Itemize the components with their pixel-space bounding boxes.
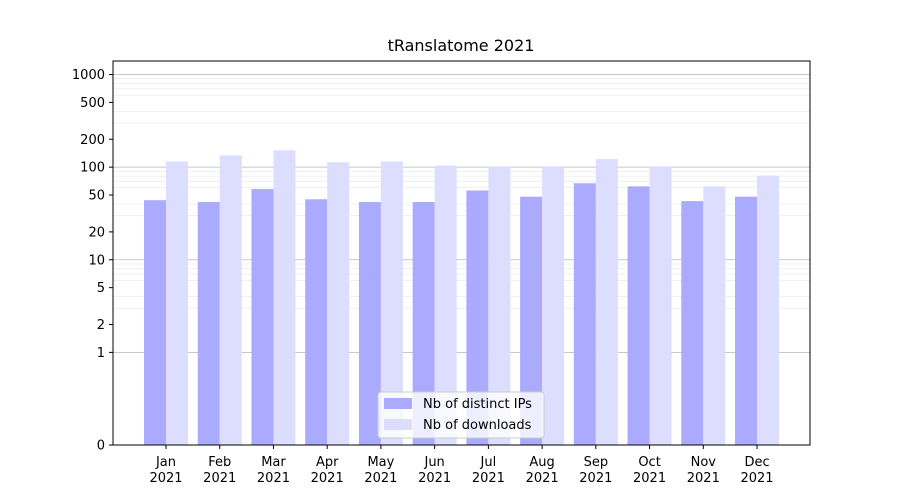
x-tick-label-year: 2021 — [687, 471, 720, 486]
x-tick-label-month: Mar — [261, 455, 286, 470]
bar-downloads — [380, 161, 403, 445]
x-tick-label-month: Jul — [480, 455, 497, 470]
y-tick-label: 5 — [97, 281, 105, 296]
bar-ips — [412, 202, 435, 445]
x-tick-label-year: 2021 — [203, 471, 236, 486]
x-tick-label-year: 2021 — [579, 471, 612, 486]
bar-downloads — [757, 175, 780, 445]
y-tick-label: 20 — [88, 225, 105, 240]
y-tick-label: 50 — [88, 189, 105, 204]
y-tick-label: 1000 — [72, 68, 105, 83]
bar-ips — [144, 200, 166, 445]
y-axis: 0 1 2 5 10 20 50 100 200 500 1000 — [72, 68, 113, 454]
bar-downloads — [219, 155, 242, 445]
x-tick-label-month: Jun — [423, 455, 444, 470]
x-tick-label-year: 2021 — [526, 471, 559, 486]
legend-label-ips: Nb of distinct IPs — [423, 397, 532, 412]
bar-ips — [251, 189, 274, 445]
x-tick-label-month: Oct — [638, 455, 660, 470]
bar-ips — [735, 196, 758, 445]
legend-box — [377, 391, 545, 439]
legend-label-downloads: Nb of downloads — [423, 418, 532, 433]
bar-ips — [466, 190, 489, 445]
y-tick-label: 10 — [88, 253, 105, 268]
x-axis: Jan2021Feb2021Mar2021Apr2021May2021Jun20… — [149, 445, 774, 486]
x-tick-label-month: Apr — [316, 455, 339, 470]
bar-downloads — [649, 166, 672, 445]
x-tick-label-year: 2021 — [311, 471, 344, 486]
bar-downloads — [488, 166, 511, 445]
bar-downloads — [542, 166, 565, 445]
bars — [144, 150, 780, 446]
bar-ips — [573, 183, 596, 445]
y-tick-label: 100 — [80, 161, 105, 176]
y-tick-label: 0 — [97, 439, 105, 454]
plot-frame — [112, 60, 811, 446]
x-tick-label-month: Aug — [529, 455, 554, 470]
bar-ips — [520, 196, 543, 445]
bar-downloads — [166, 161, 188, 445]
y-tick-label: 2 — [97, 318, 105, 333]
x-tick-label-year: 2021 — [149, 471, 182, 486]
x-tick-label-year: 2021 — [740, 471, 773, 486]
bar-ips — [358, 202, 381, 445]
bar-downloads — [595, 159, 618, 446]
bar-ips — [627, 186, 650, 446]
x-tick-label-month: Sep — [584, 455, 609, 470]
x-tick-label-year: 2021 — [633, 471, 666, 486]
x-tick-label-year: 2021 — [257, 471, 290, 486]
x-tick-label-month: Nov — [691, 455, 717, 470]
x-tick-label-year: 2021 — [364, 471, 397, 486]
bar-downloads — [703, 186, 726, 446]
bar-ips — [305, 199, 328, 445]
x-tick-label-month: May — [367, 455, 394, 470]
x-tick-label-year: 2021 — [418, 471, 451, 486]
chart-title: tRanslatome 2021 — [388, 36, 535, 55]
legend-swatch-downloads — [384, 419, 412, 430]
bar-ips — [197, 202, 220, 445]
x-tick-label-month: Dec — [744, 455, 769, 470]
x-tick-label-month: Jan — [155, 455, 176, 470]
bar-ips — [681, 201, 704, 445]
legend: Nb of distinct IPs Nb of downloads — [377, 391, 545, 439]
x-tick-label-year: 2021 — [472, 471, 505, 486]
legend-swatch-ips — [384, 398, 412, 409]
y-tick-label: 500 — [80, 96, 105, 111]
y-tick-label: 1 — [97, 346, 105, 361]
bar-downloads — [434, 165, 457, 446]
bar-downloads — [273, 150, 296, 445]
bar-downloads — [327, 162, 350, 445]
x-tick-label-month: Feb — [208, 455, 231, 470]
y-tick-label: 200 — [80, 133, 105, 148]
